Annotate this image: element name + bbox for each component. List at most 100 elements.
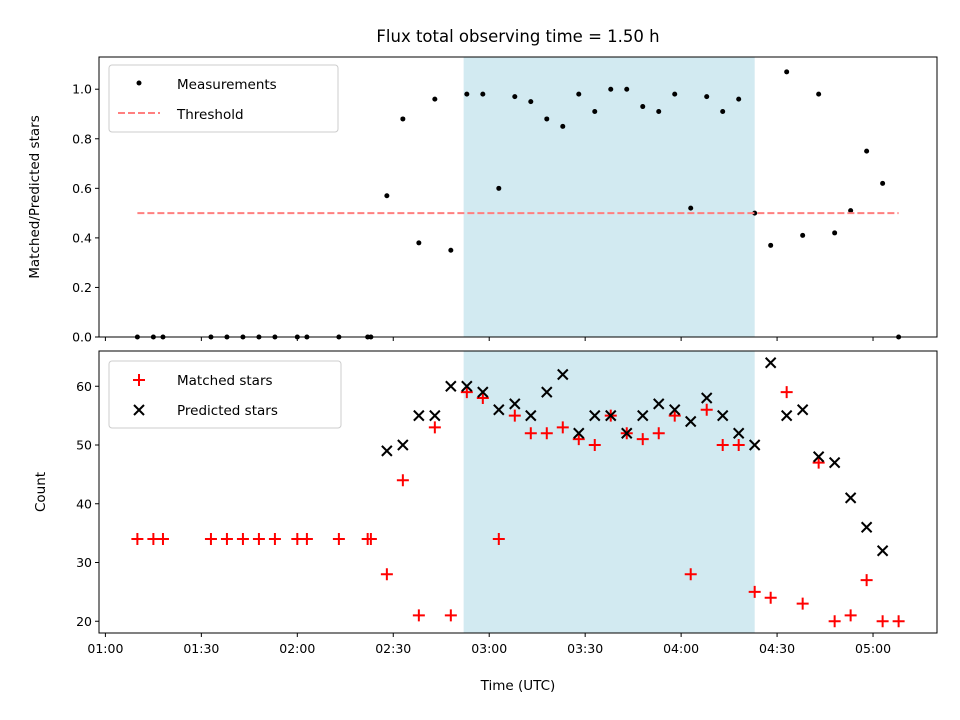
predicted-star-point [589,409,601,422]
y-tick-label-0: 0.4 [72,230,92,245]
predicted-star-point [621,427,633,439]
measurement-point [528,99,534,105]
matched-star-point [492,533,505,545]
predicted-star-point [716,409,729,422]
matched-star-point [236,533,249,545]
predicted-star-point [509,398,521,410]
ratio-legend-frame [108,64,339,133]
matched-star-point [860,574,873,587]
measurement-point [752,210,758,216]
measurement-point [720,109,726,115]
ratio-y-axis-label: Matched/Predicted stars [27,115,43,278]
measurement-point [560,123,566,129]
x-tick-label: 05:00 [855,641,891,656]
measurement-point [800,232,806,238]
predicted-star-point [429,409,441,422]
measurement-point [496,185,502,191]
predicted-star-point [669,404,681,416]
matched-star-point [668,409,681,422]
legend-label-measurements: Measurements [177,77,277,93]
matched-star-point [204,533,217,545]
matched-star-point [700,403,713,416]
matched-star-point [812,456,825,469]
matched-star-point [828,615,841,628]
measurement-point [864,148,870,154]
measurement-point [576,91,582,97]
matched-star-point [156,533,169,545]
matched-star-point [268,533,281,545]
measurement-point [416,240,422,246]
y-tick-label-0: 0.2 [72,280,92,295]
plot-frame-0 [98,56,938,338]
legend-label-threshold: Threshold [176,107,244,123]
predicted-star-point [748,439,761,451]
predicted-star-point [860,521,873,533]
measurement-point [816,91,822,97]
x-tick-label: 01:30 [183,641,219,656]
predicted-star-point [796,404,809,416]
ratio-panel: Flux total observing time = 1.50 h Match… [27,27,938,345]
predicted-star-point [413,409,425,422]
predicted-star-point [381,445,393,457]
matched-star-point [428,421,441,434]
x-tick-label: 02:00 [279,641,315,656]
measurement-point [400,116,406,122]
predicted-star-point [477,386,489,398]
plot-frame-1 [98,350,938,634]
measurement-point [384,193,390,199]
x-tick-label: 04:30 [759,641,795,656]
measurement-point [592,109,598,115]
count-y-axis-label: Count [33,472,49,512]
matched-star-point [476,392,489,404]
y-tick-label-1: 30 [76,555,92,570]
measurement-point [832,230,838,236]
measurement-point [656,109,662,115]
y-tick-label-0: 0.0 [72,330,92,345]
matched-star-point [764,591,777,604]
y-tick-label-1: 20 [76,614,92,629]
matched-star-point [332,533,345,545]
matched-star-point [508,409,521,422]
predicted-star-point [461,380,473,392]
matched-star-point [252,533,265,545]
matched-star-point [732,439,745,451]
measurement-point [608,86,614,92]
predicted-star-point [397,439,409,451]
x-tick-label: 03:00 [471,641,507,656]
x-tick-label: 04:00 [663,641,699,656]
matched-star-point [876,615,889,628]
y-tick-label-1: 60 [76,379,92,394]
predicted-star-point [653,398,665,410]
predicted-star-point [605,409,617,422]
matched-star-point [540,427,553,440]
predicted-star-point [541,386,553,398]
x-tick-label: 03:30 [567,641,603,656]
legend-marker-measurements [136,80,142,86]
matched-star-point [796,597,809,610]
measurement-point [624,86,630,92]
predicted-star-point [732,427,745,439]
predicted-star-point [445,380,457,392]
predicted-star-point [780,409,793,422]
matched-star-point [652,427,665,440]
count-legend: Matched stars Predicted stars [108,360,342,429]
predicted-star-point [701,392,713,404]
matched-star-point [572,433,585,446]
predicted-star-point [557,368,569,381]
matched-star-point [364,533,377,545]
matched-star-point [444,609,457,622]
y-tick-label-0: 0.8 [72,131,92,146]
matched-star-point [220,533,233,545]
predicted-star-point [844,492,857,504]
measurement-point [480,91,486,97]
legend-label-predicted: Predicted stars [177,403,278,419]
predicted-star-point [525,409,537,422]
matched-star-point [460,386,473,399]
measurement-point [736,96,742,102]
y-tick-label-1: 50 [76,438,92,453]
predicted-star-point [573,427,585,439]
predicted-star-point [812,451,825,463]
legend-label-matched: Matched stars [177,373,273,389]
x-tick-label: 01:00 [87,641,123,656]
legend-marker-matched [133,374,145,386]
